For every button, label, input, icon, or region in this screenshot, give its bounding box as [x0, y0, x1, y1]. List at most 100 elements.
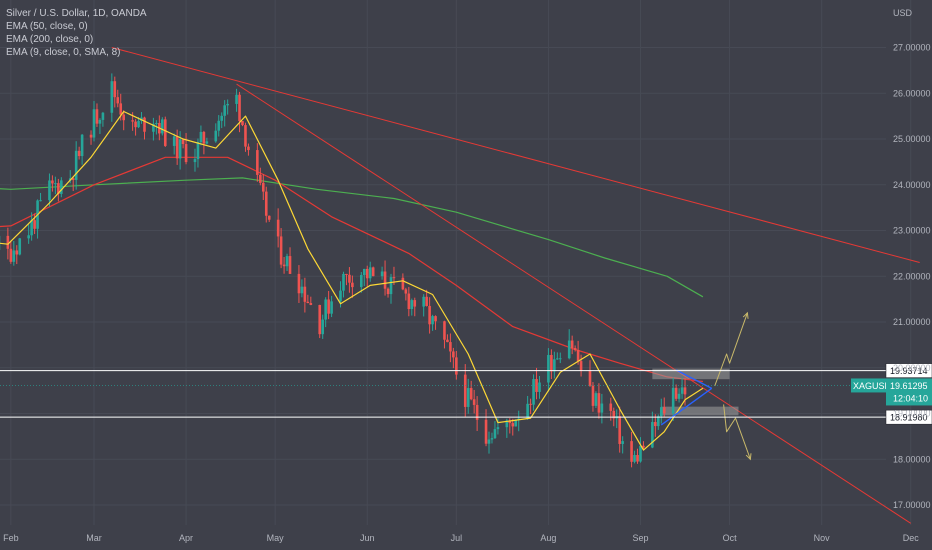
candle-body [413, 300, 417, 307]
price-badge [886, 378, 932, 406]
candle-body [654, 422, 657, 427]
trendline [236, 83, 912, 524]
candle-body [220, 115, 224, 121]
candle-body [434, 316, 437, 322]
projection-arrowhead [742, 311, 749, 319]
candle-body [449, 342, 452, 352]
candle-body [330, 301, 333, 314]
candle-body [380, 271, 384, 277]
candle-body [496, 427, 500, 430]
candle-body [342, 273, 345, 291]
y-tick-label: 24.00000 [893, 180, 931, 190]
candle-body [383, 271, 387, 289]
candle-body [95, 109, 99, 124]
candle-body [345, 273, 348, 275]
candle-body [612, 410, 616, 419]
ema50-path [0, 156, 703, 383]
candle-body [490, 438, 494, 440]
candle-body [122, 114, 125, 121]
level-label: 19.93714 [890, 366, 928, 376]
candle-body [12, 250, 16, 262]
candle-body [591, 385, 595, 406]
y-tick-label: 19.00000 [893, 409, 931, 419]
candles [0, 73, 687, 468]
candle-body [618, 416, 621, 444]
candle-body [401, 277, 405, 290]
ema9-path [0, 110, 704, 451]
candle-body [238, 94, 241, 122]
candle-body [659, 407, 663, 417]
x-tick-label: Sep [632, 533, 648, 543]
indicator-ema9-label[interactable]: EMA (9, close, 0, SMA, 8) [6, 47, 121, 58]
candle-body [671, 387, 675, 414]
candle-body [297, 273, 301, 294]
projections[interactable] [714, 311, 752, 461]
candle-body [92, 109, 96, 138]
candle-body [422, 296, 425, 307]
candle-body [18, 238, 22, 255]
candle-body [493, 429, 497, 439]
candle-body [639, 445, 642, 462]
candle-body [39, 200, 42, 202]
x-tick-label: Jun [360, 533, 375, 543]
candle-body [404, 289, 408, 294]
candle-body [410, 300, 414, 310]
candle-body [247, 146, 250, 151]
candle-body [538, 382, 541, 392]
candle-body [425, 296, 428, 306]
candle-body [184, 144, 188, 163]
ema9-line [0, 110, 704, 451]
candle-body [27, 235, 30, 239]
axes: 27.00000 26.00000 25.00000 24.00000 23.00000… [3, 8, 930, 543]
candle-body [576, 349, 580, 362]
last-price-label: 19.61295 [890, 381, 928, 391]
candle-body [196, 142, 200, 160]
candle-body [71, 178, 75, 180]
level-label-box [885, 363, 932, 378]
level-label: 18.91980 [890, 413, 928, 423]
candle-body [553, 359, 556, 372]
candle-body [175, 136, 179, 159]
zones[interactable] [652, 368, 739, 416]
candle-body [472, 399, 476, 405]
indicator-ema50-label[interactable]: EMA (50, close, 0) [6, 21, 88, 32]
candle-body [217, 120, 221, 131]
candle-body [261, 182, 265, 192]
candle-body [161, 119, 164, 134]
candle-body [484, 419, 488, 444]
candle-body [558, 358, 562, 360]
ema50-line [0, 156, 703, 383]
candle-body [609, 403, 613, 411]
candle-body [657, 416, 660, 427]
candle-body [199, 131, 203, 143]
projection-arrow [723, 404, 751, 460]
candle-body [54, 183, 57, 185]
candle-body [155, 123, 158, 125]
trendlines[interactable] [111, 47, 920, 524]
candle-body [351, 282, 354, 288]
grid [0, 0, 912, 525]
x-tick-label: Oct [723, 533, 738, 543]
candle-body [15, 250, 19, 255]
candle-body [178, 139, 182, 159]
x-tick-label: Jul [451, 533, 463, 543]
symbol-label: XAGUSD [853, 381, 892, 391]
candle-body [621, 441, 624, 444]
chart-title: Silver / U.S. Dollar, 1D, OANDA [6, 8, 147, 19]
y-tick-label: 22.00000 [893, 271, 931, 281]
candle-body [339, 290, 342, 302]
indicator-ema200-label[interactable]: EMA (200, close, 0) [6, 34, 94, 45]
candle-body [567, 340, 571, 359]
candle-body [550, 354, 553, 372]
candle-body [362, 268, 366, 276]
candle-body [309, 303, 313, 305]
candle-body [529, 403, 532, 405]
candle-body [226, 103, 229, 106]
candle-body [389, 277, 393, 295]
y-tick-label: 21.00000 [893, 317, 931, 327]
candle-body [505, 420, 509, 428]
candle-body [214, 130, 218, 142]
